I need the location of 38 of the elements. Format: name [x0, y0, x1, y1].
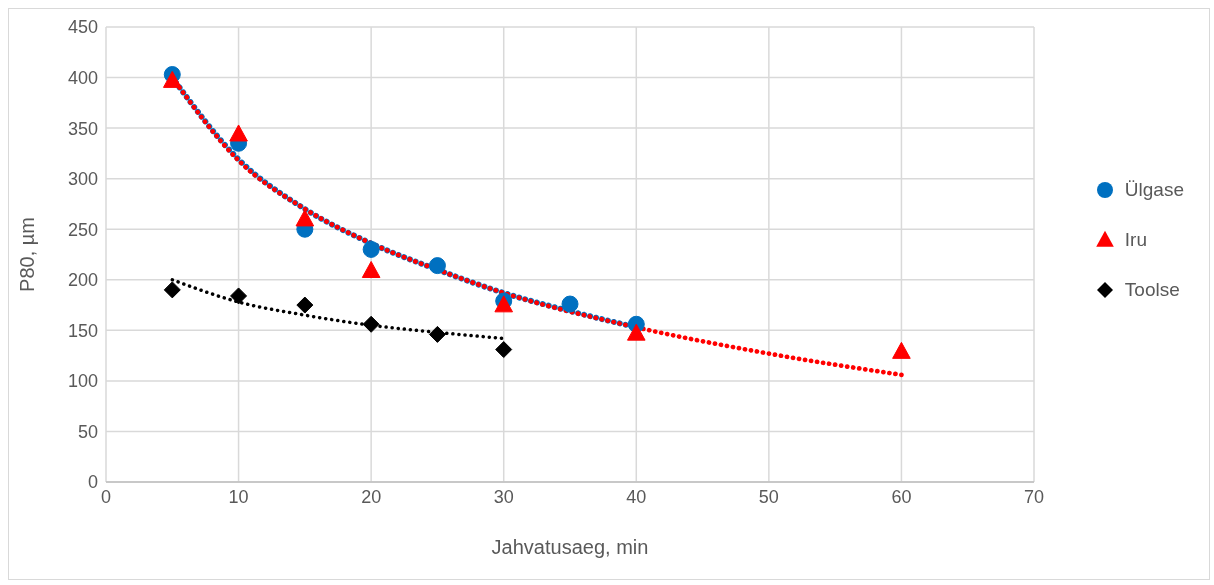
y-tick-label: 150 — [67, 320, 98, 341]
y-tick-label: 100 — [67, 371, 98, 392]
x-tick-label: 50 — [758, 486, 779, 507]
y-tick-label: 300 — [67, 169, 98, 190]
x-tick-label: 70 — [1023, 486, 1045, 507]
point — [362, 315, 380, 333]
point — [362, 240, 380, 258]
x-tick-label: 60 — [891, 486, 912, 507]
point — [163, 281, 181, 299]
x-tick-label: 40 — [626, 486, 647, 507]
y-tick-label: 400 — [67, 67, 98, 88]
point — [295, 209, 315, 227]
point — [361, 260, 381, 278]
y-tick-label: 50 — [77, 421, 98, 442]
x-tick-label: 10 — [228, 486, 249, 507]
y-tick-label: 200 — [67, 270, 98, 291]
x-tick-label: 20 — [361, 486, 382, 507]
point — [561, 295, 579, 313]
point — [296, 296, 314, 314]
x-tick-label: 30 — [493, 486, 514, 507]
point — [428, 325, 446, 343]
legend-label: Toolse — [1124, 279, 1180, 301]
point — [626, 323, 646, 341]
y-tick-label: 450 — [67, 17, 98, 38]
x-axis-title: Jahvatusaeg, min — [491, 536, 649, 558]
y-tick-label: 0 — [87, 472, 98, 493]
point — [229, 124, 248, 142]
x-tick-label: 0 — [100, 486, 112, 507]
y-tick-label: 250 — [67, 219, 98, 240]
point — [428, 257, 446, 275]
point — [162, 70, 182, 88]
legend-label: Iru — [1124, 229, 1148, 251]
legend-label: Ülgase — [1124, 179, 1184, 201]
y-tick-label: 350 — [67, 118, 98, 139]
point — [495, 341, 513, 359]
point — [892, 341, 911, 359]
y-axis-title: P80, µm — [16, 217, 39, 292]
point — [230, 287, 248, 305]
